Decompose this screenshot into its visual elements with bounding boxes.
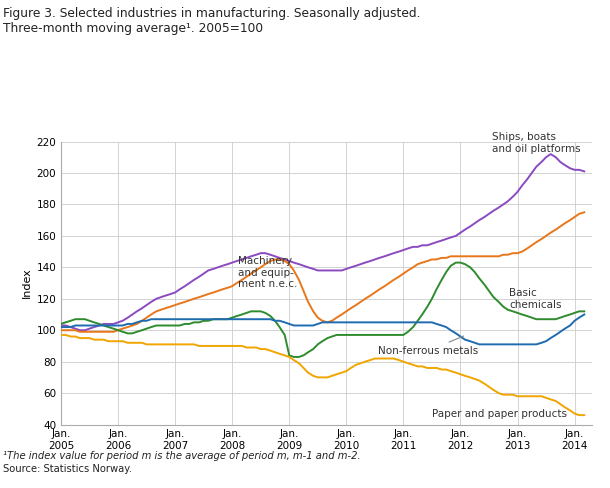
Y-axis label: Index: Index (22, 267, 32, 299)
Text: Machinery
and equip-
ment n.e.c.: Machinery and equip- ment n.e.c. (238, 256, 297, 289)
Text: Basic
chemicals: Basic chemicals (509, 288, 561, 310)
Text: Figure 3. Selected industries in manufacturing. Seasonally adjusted.: Figure 3. Selected industries in manufac… (3, 7, 420, 20)
Text: Ships, boats
and oil platforms: Ships, boats and oil platforms (492, 133, 581, 154)
Text: ¹The index value for period m is the average of period m, m-1 and m-2.: ¹The index value for period m is the ave… (3, 451, 361, 461)
Text: Source: Statistics Norway.: Source: Statistics Norway. (3, 464, 132, 473)
Text: Three-month moving average¹. 2005=100: Three-month moving average¹. 2005=100 (3, 22, 263, 35)
Text: Paper and paper products: Paper and paper products (432, 409, 567, 419)
Text: Non-ferrous metals: Non-ferrous metals (378, 336, 478, 356)
